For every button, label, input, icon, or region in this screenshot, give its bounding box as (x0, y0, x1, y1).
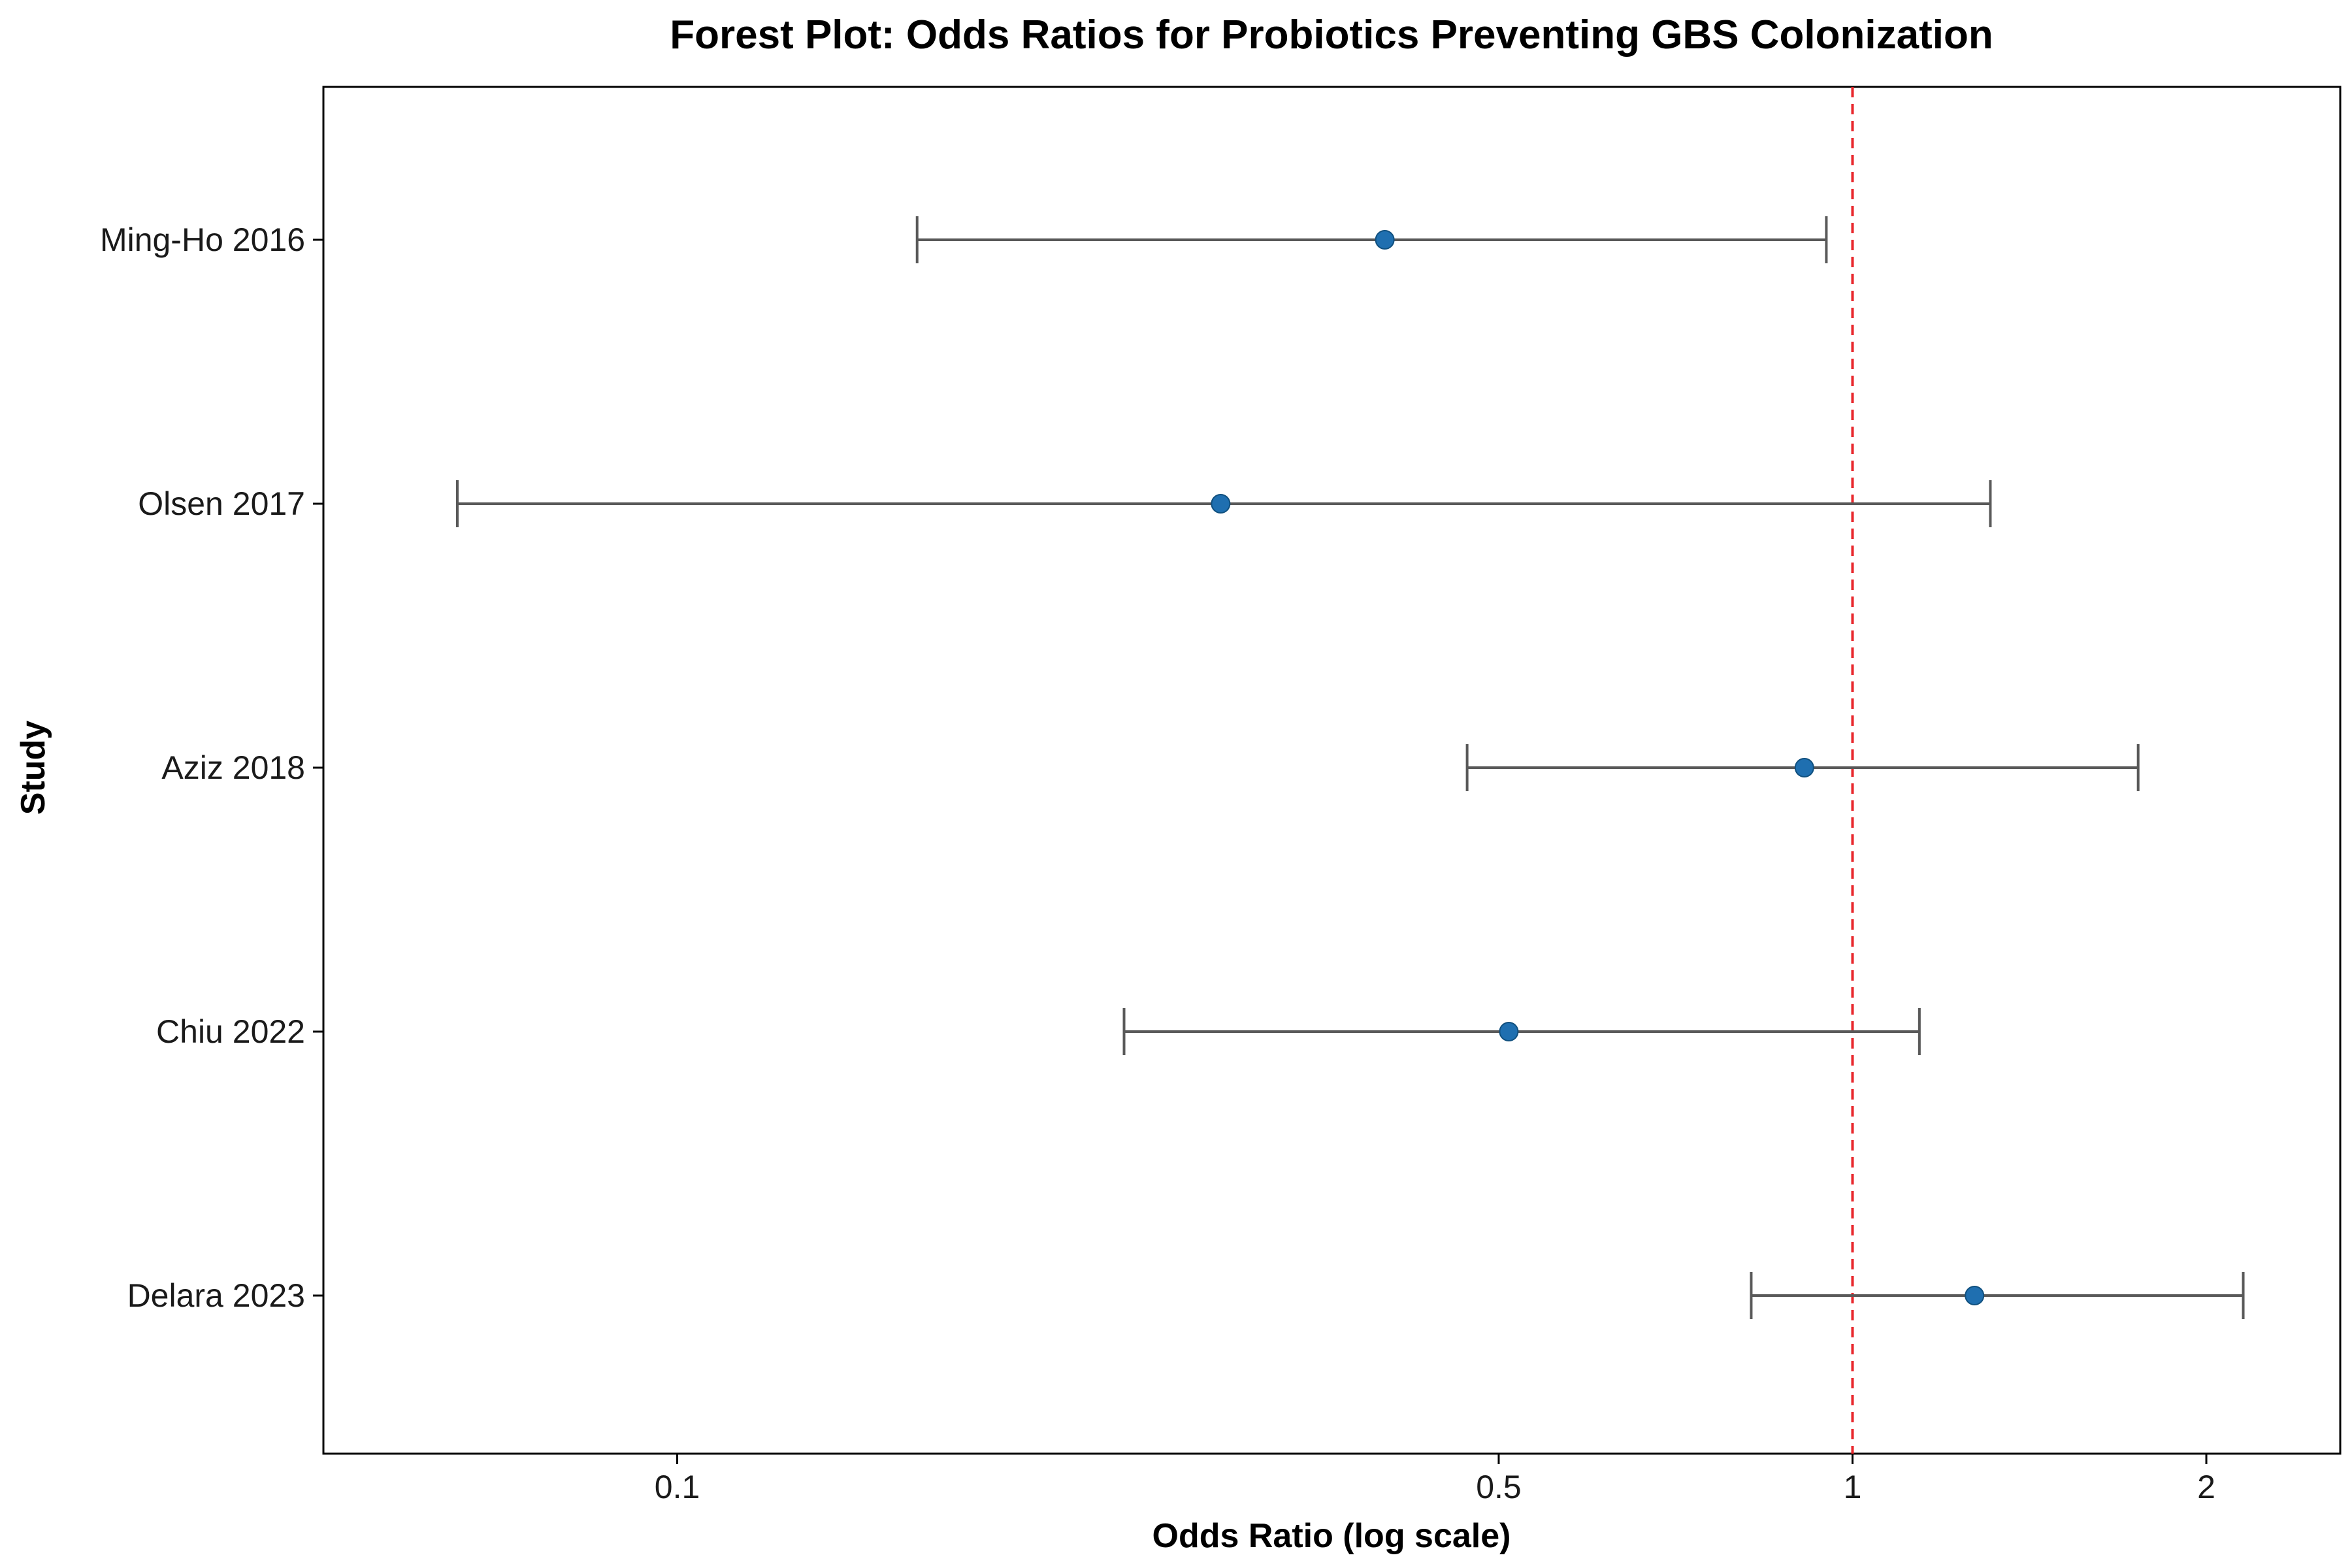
plot-area: 0.1 0.5 1 2 Ming-Ho 2016 Olsen 2017 Aziz 2018 C… (100, 86, 2342, 1505)
odds-ratio-point (1211, 494, 1231, 514)
y-tick-label: Delara 2023 (127, 1277, 305, 1314)
study-row (455, 480, 1992, 527)
x-tick-label: 1 (1844, 1469, 1862, 1505)
odds-ratio-point (1375, 230, 1395, 250)
study-row (1750, 1272, 2245, 1319)
y-tick-label: Aziz 2018 (161, 749, 305, 786)
x-axis-title: Odds Ratio (log scale) (1152, 1517, 1511, 1555)
y-tick-label: Ming-Ho 2016 (100, 221, 305, 258)
study-row (915, 216, 1828, 263)
y-tick-label: Olsen 2017 (138, 485, 305, 522)
plot-frame (322, 86, 2342, 1455)
x-tick-label: 0.5 (1476, 1469, 1522, 1505)
y-tick-label: Chiu 2022 (156, 1013, 305, 1050)
odds-ratio-point (1965, 1286, 1985, 1305)
x-tick-label: 2 (2197, 1469, 2215, 1505)
study-row (1465, 744, 2140, 791)
chart-title: Forest Plot: Odds Ratios for Probiotics … (670, 12, 1993, 57)
x-tick-label: 0.1 (655, 1469, 700, 1505)
odds-ratio-point (1794, 758, 1814, 777)
study-row (1122, 1008, 1921, 1055)
y-axis-title: Study (14, 721, 52, 815)
odds-ratio-point (1499, 1022, 1519, 1041)
